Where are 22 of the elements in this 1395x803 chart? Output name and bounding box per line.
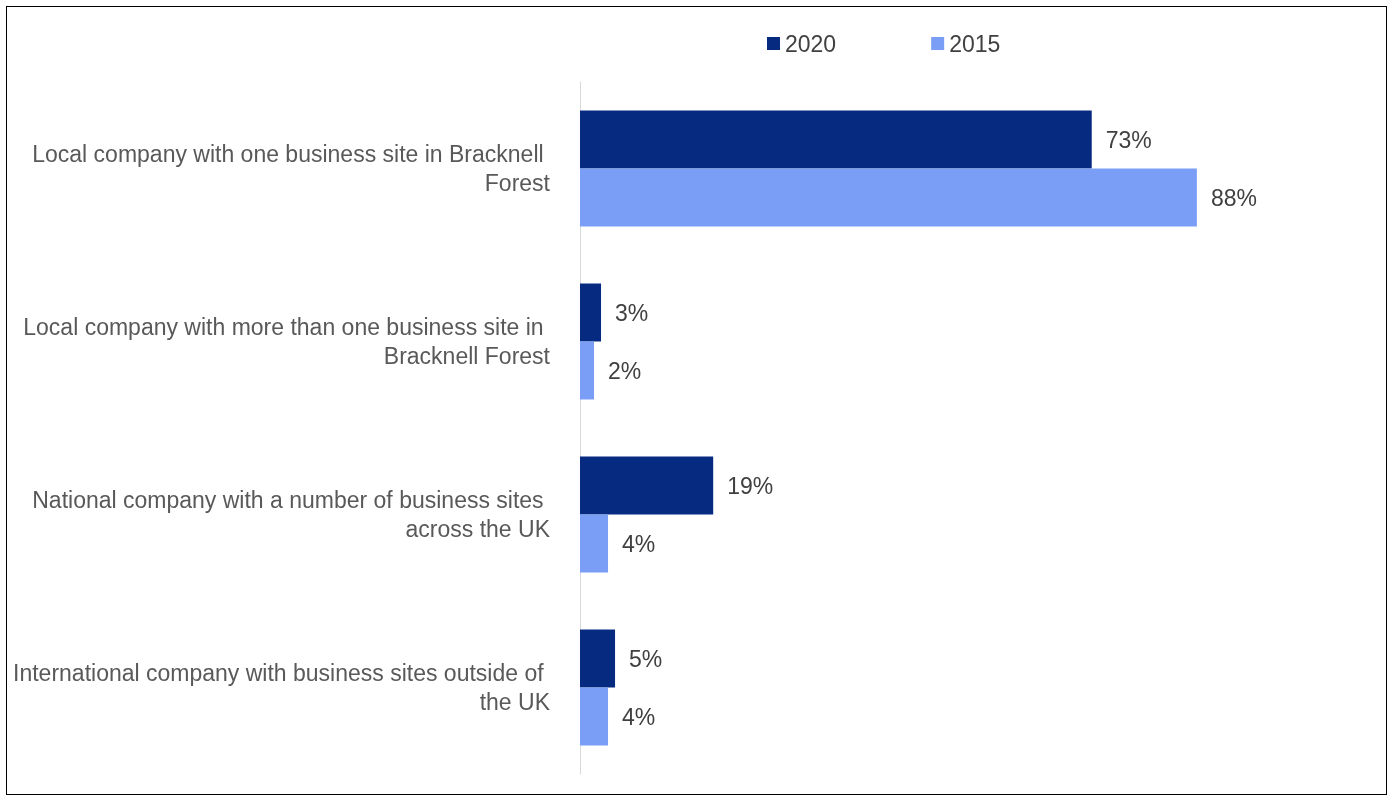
data-label: 5%	[629, 645, 663, 672]
y-tick-label: Local company with one business site in Bracknell Forest	[32, 141, 551, 196]
bar	[580, 283, 602, 342]
bar	[580, 341, 595, 400]
data-label: 19%	[727, 472, 774, 499]
legend-label: 2015	[949, 30, 1001, 57]
bar	[580, 629, 616, 688]
y-tick-label: National company with a number of business sites across the UK	[32, 487, 551, 542]
legend-label: 2020	[785, 30, 837, 57]
data-label: 4%	[622, 703, 656, 730]
data-label: 73%	[1105, 126, 1152, 153]
bar	[580, 687, 609, 746]
bar	[580, 456, 714, 515]
y-tick-label: Local company with more than one business site in Bracknell Forest	[23, 314, 551, 369]
data-label: 4%	[622, 530, 656, 557]
y-tick-label: International company with business sites outside of the UK	[13, 660, 551, 715]
data-label: 3%	[615, 299, 649, 326]
data-label: 2%	[608, 357, 642, 384]
bar	[580, 110, 1092, 169]
bar	[580, 514, 609, 573]
data-label: 88%	[1210, 184, 1257, 211]
bar	[580, 168, 1197, 227]
